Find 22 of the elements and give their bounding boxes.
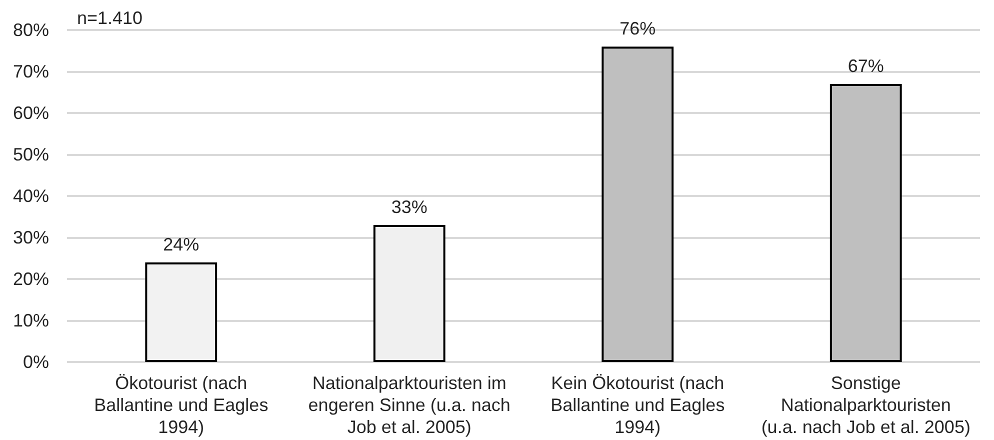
- data-label: 33%: [391, 197, 428, 218]
- x-tick-label: Nationalparktouristen im engeren Sinne (u.a. nach Job et al. 2005): [308, 373, 510, 437]
- text: n=1.410: [77, 8, 143, 28]
- bar: [373, 225, 446, 362]
- y-tick-label: 40%: [12, 186, 49, 206]
- data-label: 76%: [620, 18, 656, 39]
- x-tick-label: Sonstige Nationalparktouristen (u.a. nach Job et al. 2005): [761, 373, 970, 437]
- y-tick-label: 60%: [12, 103, 49, 123]
- y-tick-label: 70%: [12, 62, 49, 82]
- data-label: 67%: [848, 56, 884, 76]
- bar: [145, 262, 218, 362]
- y-tick-label: 30%: [12, 228, 49, 248]
- y-tick-label: 10%: [12, 310, 49, 330]
- bar: [602, 46, 674, 362]
- y-tick-label: 20%: [12, 269, 49, 289]
- y-tick-label: 0%: [22, 352, 49, 372]
- bar: [830, 84, 902, 362]
- y-tick-label: 50%: [12, 144, 49, 164]
- x-tick-label: Ökotourist (nach Ballantine und Eagles 1994): [94, 373, 268, 437]
- x-tick-label: Kein Ökotourist (nach Ballantine und Eagles 1994): [550, 373, 725, 437]
- data-label: 24%: [163, 234, 200, 254]
- y-tick-label: 80%: [12, 20, 49, 40]
